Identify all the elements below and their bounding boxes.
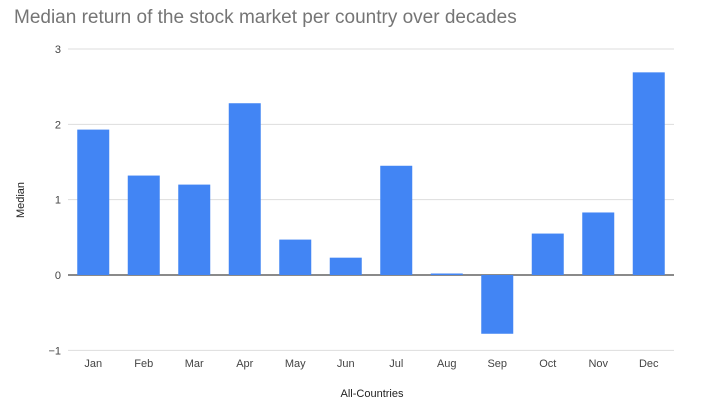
x-tick-label: Oct bbox=[539, 358, 556, 370]
y-axis-title: Median bbox=[15, 182, 27, 218]
x-axis-title: All-Countries bbox=[341, 388, 404, 400]
x-tick-label: Jul bbox=[389, 358, 403, 370]
gridlines bbox=[68, 48, 674, 351]
y-tick-label: 2 bbox=[55, 119, 61, 131]
y-tick-labels: 3 2 1 0 −1 bbox=[48, 44, 61, 357]
x-tick-label: Jun bbox=[337, 358, 355, 370]
x-tick-label: May bbox=[285, 358, 306, 370]
x-tick-label: Aug bbox=[437, 358, 457, 370]
bar-feb[interactable] bbox=[127, 175, 160, 275]
y-tick-label: 1 bbox=[55, 195, 61, 207]
x-tick-label: Apr bbox=[236, 358, 253, 370]
x-tick-label: Dec bbox=[639, 358, 659, 370]
bar-jul[interactable] bbox=[380, 165, 413, 275]
bar-apr[interactable] bbox=[228, 103, 261, 276]
x-tick-label: Feb bbox=[134, 358, 153, 370]
bar-dec[interactable] bbox=[632, 72, 665, 275]
bar-mar[interactable] bbox=[178, 184, 211, 275]
bar-aug[interactable] bbox=[430, 273, 463, 275]
y-tick-label: 3 bbox=[55, 44, 61, 56]
y-tick-label: −1 bbox=[48, 345, 61, 357]
chart-title: Median return of the stock market per co… bbox=[14, 7, 517, 28]
x-tick-label: Jan bbox=[84, 358, 102, 370]
bar-nov[interactable] bbox=[582, 212, 615, 275]
x-tick-label: Mar bbox=[185, 358, 204, 370]
bar-sep[interactable] bbox=[481, 275, 514, 334]
y-tick-label: 0 bbox=[55, 270, 61, 282]
x-tick-label: Nov bbox=[588, 358, 608, 370]
bar-jun[interactable] bbox=[329, 257, 362, 275]
bar-may[interactable] bbox=[279, 239, 312, 275]
bar-oct[interactable] bbox=[531, 233, 564, 275]
bar-jan[interactable] bbox=[77, 129, 110, 275]
x-tick-label: Sep bbox=[487, 358, 507, 370]
x-tick-labels: Jan Feb Mar Apr May Jun Jul Aug Sep Oct Nov Dec bbox=[84, 358, 659, 370]
bars bbox=[77, 72, 665, 334]
